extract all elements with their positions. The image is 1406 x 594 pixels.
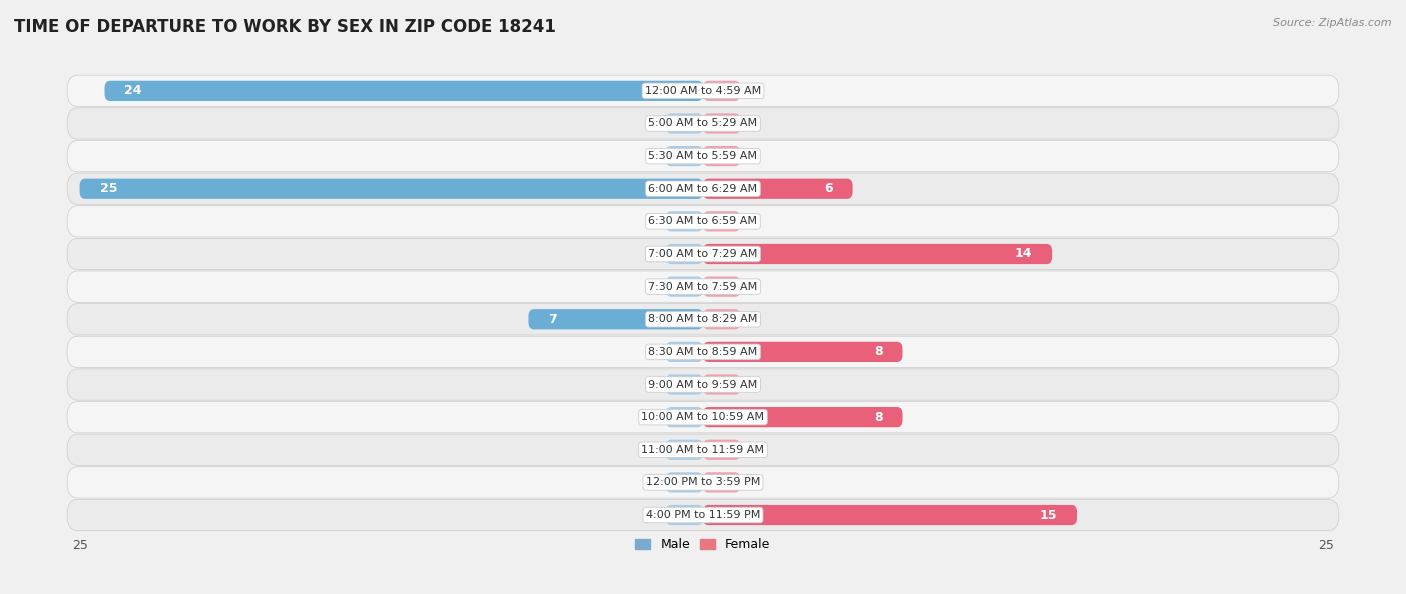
Text: 8:30 AM to 8:59 AM: 8:30 AM to 8:59 AM (648, 347, 758, 357)
Text: 6:00 AM to 6:29 AM: 6:00 AM to 6:29 AM (648, 184, 758, 194)
Text: 0: 0 (652, 345, 661, 358)
Text: 5:00 AM to 5:29 AM: 5:00 AM to 5:29 AM (648, 118, 758, 128)
Text: 7:30 AM to 7:59 AM: 7:30 AM to 7:59 AM (648, 282, 758, 292)
Text: 4:00 PM to 11:59 PM: 4:00 PM to 11:59 PM (645, 510, 761, 520)
FancyBboxPatch shape (703, 81, 741, 101)
Legend: Male, Female: Male, Female (630, 533, 776, 556)
FancyBboxPatch shape (703, 146, 741, 166)
FancyBboxPatch shape (703, 374, 741, 394)
FancyBboxPatch shape (665, 374, 703, 394)
FancyBboxPatch shape (703, 113, 741, 134)
FancyBboxPatch shape (703, 277, 741, 297)
Text: 0: 0 (745, 280, 754, 293)
Text: 8: 8 (875, 410, 883, 424)
Text: 0: 0 (745, 215, 754, 228)
Text: 7:00 AM to 7:29 AM: 7:00 AM to 7:29 AM (648, 249, 758, 259)
FancyBboxPatch shape (529, 309, 703, 329)
FancyBboxPatch shape (67, 500, 1339, 530)
Text: 10:00 AM to 10:59 AM: 10:00 AM to 10:59 AM (641, 412, 765, 422)
Text: 0: 0 (652, 443, 661, 456)
Text: 0: 0 (652, 508, 661, 522)
Text: 7: 7 (548, 313, 557, 326)
Text: 0: 0 (652, 117, 661, 130)
FancyBboxPatch shape (665, 472, 703, 492)
Text: 0: 0 (652, 150, 661, 163)
Text: 24: 24 (125, 84, 142, 97)
Text: Source: ZipAtlas.com: Source: ZipAtlas.com (1274, 18, 1392, 28)
Text: TIME OF DEPARTURE TO WORK BY SEX IN ZIP CODE 18241: TIME OF DEPARTURE TO WORK BY SEX IN ZIP … (14, 18, 555, 36)
Text: 9:00 AM to 9:59 AM: 9:00 AM to 9:59 AM (648, 380, 758, 390)
FancyBboxPatch shape (67, 271, 1339, 302)
FancyBboxPatch shape (67, 140, 1339, 172)
Text: 25: 25 (100, 182, 117, 195)
FancyBboxPatch shape (67, 108, 1339, 139)
Text: 5:30 AM to 5:59 AM: 5:30 AM to 5:59 AM (648, 151, 758, 161)
Text: 0: 0 (652, 248, 661, 261)
FancyBboxPatch shape (67, 206, 1339, 237)
Text: 0: 0 (745, 443, 754, 456)
FancyBboxPatch shape (67, 75, 1339, 106)
FancyBboxPatch shape (104, 81, 703, 101)
Text: 6:30 AM to 6:59 AM: 6:30 AM to 6:59 AM (648, 216, 758, 226)
Text: 0: 0 (652, 215, 661, 228)
Text: 0: 0 (652, 410, 661, 424)
Text: 6: 6 (824, 182, 832, 195)
FancyBboxPatch shape (67, 467, 1339, 498)
FancyBboxPatch shape (67, 434, 1339, 466)
FancyBboxPatch shape (67, 173, 1339, 204)
FancyBboxPatch shape (665, 146, 703, 166)
FancyBboxPatch shape (665, 244, 703, 264)
Text: 15: 15 (1039, 508, 1057, 522)
Text: 0: 0 (745, 117, 754, 130)
FancyBboxPatch shape (67, 369, 1339, 400)
FancyBboxPatch shape (703, 472, 741, 492)
FancyBboxPatch shape (703, 211, 741, 232)
FancyBboxPatch shape (67, 402, 1339, 433)
Text: 0: 0 (652, 280, 661, 293)
FancyBboxPatch shape (665, 505, 703, 525)
FancyBboxPatch shape (80, 179, 703, 199)
Text: 12:00 PM to 3:59 PM: 12:00 PM to 3:59 PM (645, 478, 761, 488)
Text: 0: 0 (652, 476, 661, 489)
FancyBboxPatch shape (665, 342, 703, 362)
FancyBboxPatch shape (665, 440, 703, 460)
FancyBboxPatch shape (703, 505, 1077, 525)
FancyBboxPatch shape (665, 211, 703, 232)
FancyBboxPatch shape (703, 440, 741, 460)
Text: 0: 0 (745, 313, 754, 326)
FancyBboxPatch shape (703, 179, 852, 199)
FancyBboxPatch shape (665, 407, 703, 427)
Text: 8: 8 (875, 345, 883, 358)
FancyBboxPatch shape (703, 309, 741, 329)
FancyBboxPatch shape (703, 342, 903, 362)
FancyBboxPatch shape (703, 244, 1052, 264)
Text: 0: 0 (745, 378, 754, 391)
Text: 0: 0 (745, 476, 754, 489)
FancyBboxPatch shape (67, 304, 1339, 335)
FancyBboxPatch shape (67, 238, 1339, 270)
Text: 0: 0 (745, 150, 754, 163)
FancyBboxPatch shape (665, 113, 703, 134)
Text: 0: 0 (745, 84, 754, 97)
FancyBboxPatch shape (67, 336, 1339, 368)
Text: 8:00 AM to 8:29 AM: 8:00 AM to 8:29 AM (648, 314, 758, 324)
FancyBboxPatch shape (703, 407, 903, 427)
FancyBboxPatch shape (665, 277, 703, 297)
Text: 12:00 AM to 4:59 AM: 12:00 AM to 4:59 AM (645, 86, 761, 96)
Text: 14: 14 (1015, 248, 1032, 261)
Text: 11:00 AM to 11:59 AM: 11:00 AM to 11:59 AM (641, 445, 765, 455)
Text: 0: 0 (652, 378, 661, 391)
